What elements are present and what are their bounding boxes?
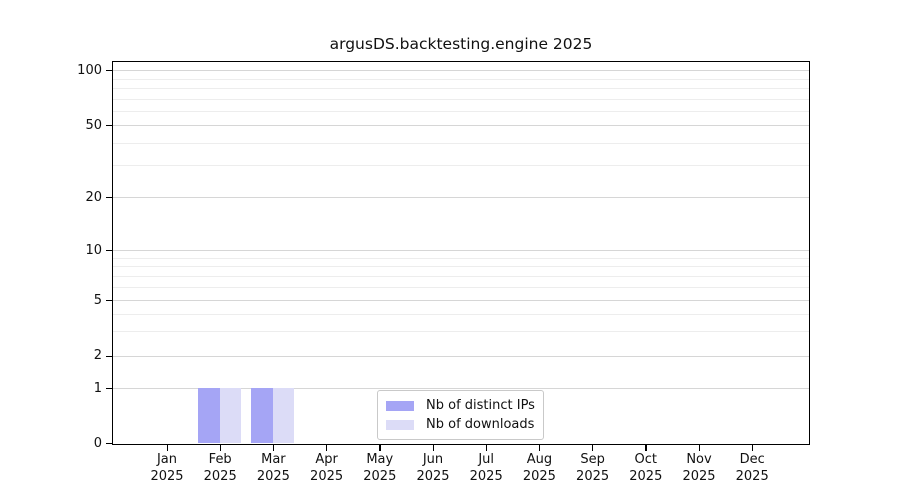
x-tick-mark	[698, 445, 700, 451]
legend-label-distinct-ips: Nb of distinct IPs	[426, 398, 535, 413]
x-tick-label: Jun 2025	[401, 452, 465, 485]
x-tick-label-line: 2025	[735, 468, 769, 484]
x-tick-label-line: Jan	[156, 452, 178, 467]
gridline-major	[113, 300, 809, 301]
x-tick-mark	[166, 445, 168, 451]
x-tick-label-line: Aug	[526, 452, 553, 467]
x-tick-label-line: Jul	[478, 452, 495, 467]
x-tick-label-line: Nov	[686, 452, 712, 467]
x-tick-label-line: 2025	[629, 468, 663, 484]
x-tick-mark	[272, 445, 275, 451]
x-tick-label-line: 2025	[522, 468, 556, 484]
gridline-major	[113, 388, 809, 389]
y-tick-label: 100	[77, 62, 102, 78]
legend-item-downloads: Nb of downloads	[386, 415, 535, 434]
y-tick-mark	[105, 443, 112, 445]
gridline-major	[113, 125, 809, 127]
x-tick-mark	[379, 445, 381, 451]
gridline-minor	[113, 330, 809, 332]
y-tick-mark	[105, 250, 112, 252]
bar-distinct-ips-feb-2025	[198, 388, 220, 443]
y-tick-label: 20	[85, 189, 102, 205]
bar-distinct-ips-mar-2025	[251, 388, 273, 443]
x-tick-label-line: 2025	[203, 468, 237, 484]
x-tick-mark	[592, 445, 594, 451]
legend-label-downloads: Nb of downloads	[426, 417, 535, 432]
bar-downloads-mar-2025	[272, 388, 295, 443]
plot-area	[112, 61, 810, 445]
gridline-major	[113, 70, 809, 72]
chart-title: argusDS.backtesting.engine 2025	[329, 35, 593, 53]
x-tick-label: Sep 2025	[561, 452, 625, 485]
x-tick-label-line: Mar	[261, 452, 286, 467]
legend: Nb of distinct IPs Nb of downloads	[377, 390, 544, 440]
x-tick-mark	[538, 445, 541, 451]
x-tick-label-line: 2025	[682, 468, 716, 484]
x-tick-mark	[751, 445, 753, 451]
gridline-minor	[113, 98, 809, 100]
x-tick-label-line: May	[366, 452, 394, 467]
x-tick-label-line: Oct	[634, 452, 658, 467]
y-tick-mark	[105, 300, 112, 302]
gridline-minor	[113, 142, 809, 144]
x-tick-label: Apr 2025	[295, 452, 359, 485]
x-tick-label-line: 2025	[576, 468, 610, 484]
x-tick-label-line: Sep	[580, 452, 605, 467]
legend-item-distinct-ips: Nb of distinct IPs	[386, 396, 535, 415]
x-tick-label-line: 2025	[150, 468, 184, 484]
y-tick-mark	[105, 355, 112, 357]
y-tick-mark	[105, 70, 112, 72]
x-tick-label-line: 2025	[310, 468, 344, 484]
x-tick-label-line: 2025	[363, 468, 397, 484]
gridline-major	[113, 250, 809, 251]
x-tick-label: Feb 2025	[188, 452, 252, 485]
x-tick-mark	[432, 445, 434, 451]
x-tick-label-line: Feb	[208, 452, 232, 467]
y-tick-mark	[105, 388, 112, 390]
gridline-minor	[113, 313, 809, 315]
x-tick-label: May 2025	[348, 452, 412, 485]
x-tick-label-line: 2025	[256, 468, 290, 484]
x-tick-mark	[326, 445, 328, 451]
y-tick-mark	[105, 197, 112, 199]
y-tick-label: 2	[93, 348, 102, 363]
y-tick-label: 5	[93, 292, 102, 308]
x-tick-label: Nov 2025	[667, 452, 731, 485]
x-tick-mark	[645, 445, 647, 451]
x-tick-label-line: Dec	[739, 452, 765, 467]
x-tick-label: Jul 2025	[454, 452, 518, 485]
x-tick-mark	[219, 445, 221, 451]
legend-swatch-distinct-ips	[386, 400, 414, 411]
gridline-minor	[113, 78, 809, 80]
x-tick-label: Jan 2025	[135, 452, 199, 485]
bar-downloads-feb-2025	[219, 388, 242, 443]
gridline-minor	[113, 110, 809, 112]
gridline-minor	[113, 165, 809, 167]
gridline-minor	[113, 257, 809, 259]
plot-inner	[113, 62, 809, 444]
gridline-minor	[113, 286, 809, 288]
gridline-minor	[113, 266, 809, 268]
x-tick-label-line: Jun	[422, 452, 444, 467]
y-tick-label: 1	[93, 380, 102, 396]
x-tick-mark	[485, 445, 487, 451]
gridline-major	[113, 355, 809, 357]
y-tick-mark	[105, 125, 112, 127]
gridline-minor	[113, 87, 809, 89]
x-tick-label-line: 2025	[416, 468, 450, 484]
legend-swatch-downloads	[386, 419, 414, 430]
x-tick-label: Dec 2025	[720, 452, 784, 485]
y-tick-label: 0	[93, 435, 102, 451]
x-tick-label-line: Apr	[315, 452, 338, 467]
x-tick-label: Oct 2025	[614, 452, 678, 485]
x-tick-label: Aug 2025	[507, 452, 571, 485]
x-tick-label-line: 2025	[469, 468, 503, 484]
gridline-major	[113, 197, 809, 199]
y-tick-label: 50	[85, 117, 102, 133]
x-tick-label: Mar 2025	[241, 452, 305, 485]
y-tick-label: 10	[85, 242, 102, 258]
gridline-minor	[113, 275, 809, 277]
